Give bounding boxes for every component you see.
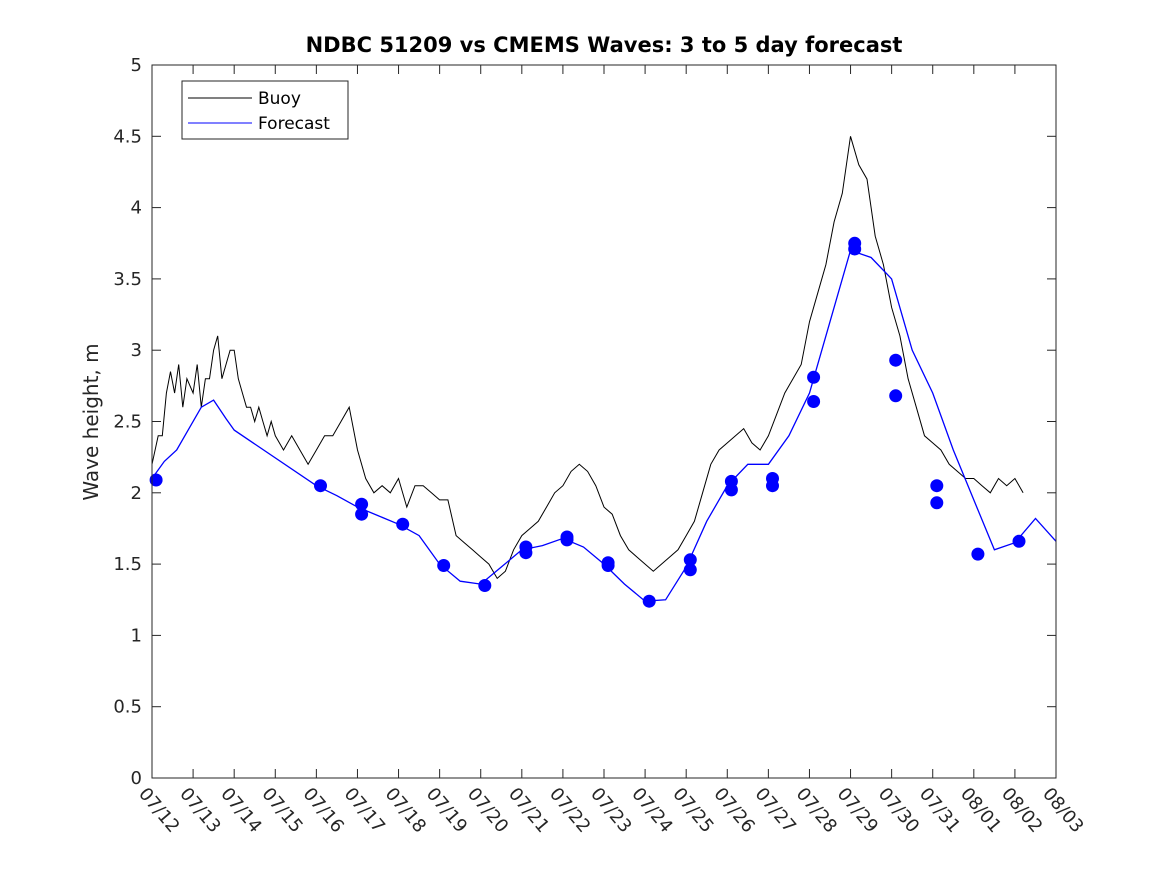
buoy-series-line xyxy=(151,136,1024,580)
forecast-marker xyxy=(149,473,163,487)
legend-box xyxy=(181,80,349,140)
forecast-marker xyxy=(437,559,451,572)
forecast-marker xyxy=(889,389,903,403)
data-layer xyxy=(149,136,1057,608)
forecast-marker xyxy=(1012,534,1026,548)
forecast-marker xyxy=(724,483,738,497)
forecast-marker xyxy=(601,559,615,572)
y-tick-label: 4 xyxy=(131,198,142,219)
legend-buoy-label: Buoy xyxy=(258,89,301,109)
forecast-marker xyxy=(478,579,492,592)
y-tick-label: 5 xyxy=(131,55,142,76)
y-axis-label: Wave height, m xyxy=(79,343,103,500)
forecast-marker xyxy=(848,242,862,256)
forecast-marker xyxy=(766,479,779,493)
forecast-marker xyxy=(519,546,533,560)
forecast-marker xyxy=(683,563,697,577)
forecast-marker xyxy=(314,479,327,493)
y-tick-label: 3.5 xyxy=(113,269,142,290)
forecast-marker xyxy=(930,496,944,510)
forecast-marker xyxy=(396,517,410,531)
y-tick-label: 0.5 xyxy=(113,697,142,718)
forecast-marker xyxy=(683,553,697,567)
forecast-marker xyxy=(971,547,985,561)
legend-forecast-label: Forecast xyxy=(258,114,330,134)
forecast-marker xyxy=(642,594,656,608)
y-tick-label: 2 xyxy=(131,483,142,504)
forecast-marker xyxy=(807,370,821,384)
forecast-marker xyxy=(930,479,944,493)
legend: Buoy Forecast xyxy=(181,80,349,140)
forecast-marker xyxy=(807,395,821,408)
y-tick-label: 1 xyxy=(131,625,142,646)
plot-area xyxy=(152,65,1056,778)
forecast-marker xyxy=(355,497,369,511)
forecast-marker xyxy=(355,507,369,521)
y-tick-label: 1.5 xyxy=(113,554,142,575)
y-tick-label: 0 xyxy=(131,768,142,789)
forecast-marker xyxy=(889,353,903,367)
y-tick-label: 2.5 xyxy=(113,412,142,433)
chart-title: NDBC 51209 vs CMEMS Waves: 3 to 5 day fo… xyxy=(306,33,903,57)
y-tick-label: 3 xyxy=(131,340,142,361)
y-tick-label: 4.5 xyxy=(113,126,142,147)
forecast-marker xyxy=(560,530,574,544)
